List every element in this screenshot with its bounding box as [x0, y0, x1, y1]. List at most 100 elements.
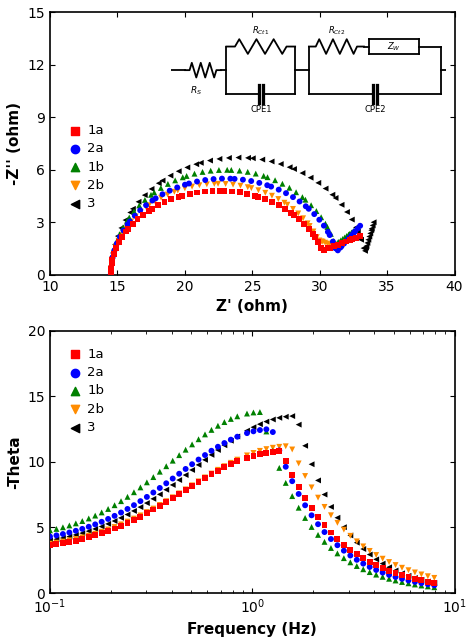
1b — [301, 194, 309, 205]
1a — [168, 194, 175, 204]
1a — [305, 223, 312, 234]
3 — [366, 549, 374, 560]
2b — [234, 455, 241, 465]
1a — [91, 530, 99, 540]
1a — [268, 197, 276, 207]
1b — [150, 187, 158, 198]
1b — [347, 227, 355, 238]
2b — [208, 468, 215, 478]
2b — [268, 191, 276, 201]
1a — [290, 209, 298, 220]
3 — [163, 484, 170, 495]
2b — [72, 534, 80, 544]
2b — [331, 242, 339, 252]
3 — [370, 217, 377, 227]
1a — [269, 447, 277, 457]
1b — [130, 487, 138, 497]
1b — [108, 254, 116, 265]
2a — [188, 459, 196, 469]
1a — [424, 576, 432, 587]
3 — [275, 413, 283, 423]
2b — [145, 200, 153, 211]
2b — [182, 484, 190, 495]
3 — [111, 240, 119, 250]
1b — [157, 183, 164, 193]
3 — [332, 193, 339, 203]
1b — [130, 206, 138, 216]
3 — [368, 223, 375, 234]
3 — [234, 431, 241, 442]
1a — [163, 497, 170, 507]
3 — [124, 509, 131, 520]
2b — [157, 193, 165, 203]
2b — [288, 444, 296, 455]
2a — [296, 196, 303, 207]
X-axis label: Frequency (Hz): Frequency (Hz) — [187, 622, 317, 637]
1a — [209, 185, 216, 196]
1b — [314, 530, 322, 540]
1a — [326, 242, 334, 252]
1b — [169, 455, 176, 466]
2b — [118, 230, 125, 240]
2a — [218, 173, 226, 184]
2a — [65, 527, 73, 538]
2a — [195, 455, 202, 465]
1a — [139, 210, 146, 220]
1b — [292, 187, 300, 197]
3 — [159, 175, 166, 185]
2b — [314, 493, 322, 503]
1a — [282, 455, 290, 466]
1a — [250, 450, 257, 460]
2a — [156, 483, 164, 493]
1b — [59, 522, 67, 533]
1b — [104, 504, 112, 514]
1a — [178, 191, 186, 201]
3 — [282, 412, 290, 422]
1b — [172, 175, 179, 185]
2a — [124, 504, 131, 514]
1a — [327, 527, 335, 538]
2b — [308, 482, 315, 493]
1a — [295, 482, 302, 493]
1a — [330, 241, 338, 251]
3 — [322, 184, 329, 194]
1b — [324, 222, 331, 232]
2a — [166, 185, 173, 196]
3 — [327, 502, 335, 512]
1a — [220, 462, 228, 473]
2a — [345, 233, 353, 243]
1a — [320, 245, 328, 255]
3 — [362, 243, 370, 253]
1b — [299, 192, 306, 202]
1a — [352, 232, 360, 243]
1b — [373, 569, 380, 580]
2b — [142, 202, 150, 213]
1b — [109, 251, 116, 261]
1a — [262, 194, 269, 204]
1b — [46, 525, 54, 535]
3 — [149, 494, 157, 504]
1b — [385, 574, 393, 584]
2a — [275, 184, 283, 194]
1b — [335, 236, 343, 247]
1a — [324, 243, 332, 254]
2a — [269, 427, 277, 437]
3 — [385, 562, 393, 573]
2b — [301, 471, 309, 481]
1b — [343, 231, 350, 241]
1b — [85, 513, 92, 524]
2a — [152, 193, 159, 204]
2b — [398, 563, 406, 573]
2a — [366, 562, 374, 572]
1a — [342, 236, 350, 247]
1b — [430, 582, 438, 592]
1a — [53, 539, 60, 549]
2a — [149, 488, 157, 498]
3 — [343, 207, 351, 217]
2b — [130, 513, 138, 524]
1a — [85, 532, 92, 542]
1a — [129, 219, 137, 229]
1a — [193, 187, 201, 198]
1b — [117, 496, 125, 506]
2b — [195, 477, 202, 487]
